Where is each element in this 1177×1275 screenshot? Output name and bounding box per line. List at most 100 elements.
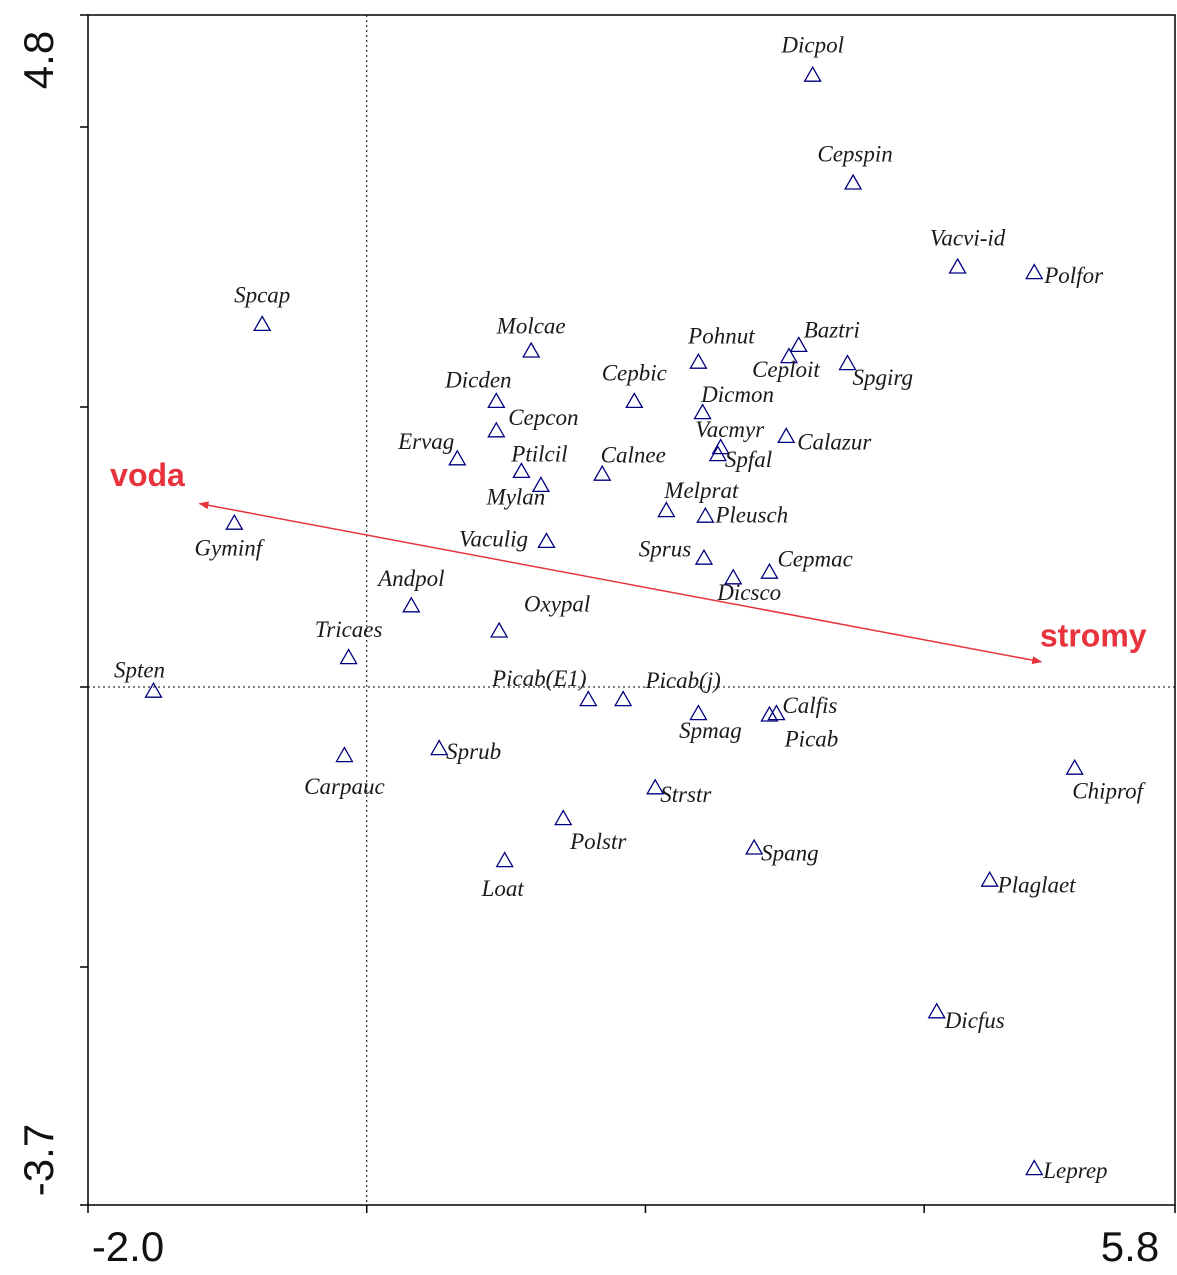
species-label: Vacmyr [695,417,765,442]
species-label: Spfal [725,447,772,472]
species-marker [711,438,730,455]
species-label: Calnee [601,442,666,467]
species-marker [1065,758,1084,775]
species-label: Molcae [496,313,566,338]
species-label: Calazur [797,430,872,455]
species-marker [531,476,551,493]
env-arrow [198,501,621,584]
env-arrow [620,581,1043,665]
species-marker [693,403,712,420]
species-label: Vacvi-id [930,225,1006,250]
species-label: Spmag [679,718,742,743]
species-marker [760,705,779,722]
species-label: Cepbic [602,361,667,386]
species-marker [593,464,612,481]
species-label: Strstr [660,782,712,807]
species-label: Picab(E1) [491,666,587,691]
species-label: Dicden [444,368,511,393]
species-label: Sprus [639,536,691,561]
species-marker [448,449,467,466]
species-label: Calfis [782,693,837,718]
species-label: Spten [114,657,165,682]
species-label: Spcap [234,283,290,308]
species-label: Baztri [804,318,860,343]
species-marker [927,1002,946,1019]
species-marker [696,506,715,523]
species-marker [512,462,531,479]
species-marker [980,870,999,887]
species-label: Leprep [1042,1158,1107,1183]
species-label: Ervag [397,429,454,454]
species-label: Gyminf [194,535,265,560]
species-marker [803,65,822,82]
species-label: Dicfus [944,1008,1005,1033]
plot-frame [87,14,1176,1206]
x-tick-label: -2.0 [92,1223,164,1270]
species-marker [402,596,421,613]
species-marker [625,392,644,409]
species-marker [487,421,506,438]
species-label: Dicmon [700,382,774,407]
x-tick-label: 5.8 [1101,1223,1159,1270]
species-marker [487,392,506,409]
species-marker [253,315,272,332]
species-marker [689,704,708,721]
species-marker [657,501,676,518]
species-marker [1025,263,1044,280]
species-label: Polstr [569,829,627,854]
species-marker [335,746,354,763]
species-label: Mylan [486,485,546,510]
species-marker [708,445,728,462]
env-label: voda [110,457,185,493]
env-label: stromy [1040,617,1147,653]
species-label: Sprub [446,739,501,764]
species-marker [537,532,556,549]
species-label: Oxypal [524,591,590,616]
species-label: Loat [481,876,525,901]
y-tick-label: 4.8 [15,31,62,89]
species-marker [760,562,779,579]
species-marker [430,739,449,756]
species-marker [579,690,598,707]
species-marker [689,352,708,369]
species-label: Pleusch [714,502,788,527]
species-marker [745,838,764,855]
species-marker [838,354,857,371]
species-label: Carpauc [304,774,385,799]
species-label: Pohnut [687,323,755,348]
species-marker [144,681,163,698]
species-marker [777,427,796,444]
species-marker [614,690,633,707]
species-marker [789,336,808,353]
species-label: Plaglaet [997,872,1077,897]
species-label: Spang [761,840,819,865]
species-marker [522,341,541,358]
species-label: Cepcon [508,405,578,430]
species-marker [225,513,244,530]
species-marker [1025,1159,1044,1176]
species-marker [948,257,967,274]
species-label: Cepmac [777,546,852,571]
species-label: Dicsco [716,580,781,605]
species-marker [489,621,509,638]
species-label: Chiprof [1072,778,1146,803]
species-label: Andpol [376,566,444,591]
species-marker [646,778,665,795]
species-marker [495,851,514,868]
species-marker [843,173,863,190]
species-label: Cepspin [817,141,892,166]
species-label: Ptilcil [510,442,567,467]
species-marker [554,809,573,826]
species-marker [724,568,743,585]
species-label: Melprat [663,478,739,503]
species-label: Picab [784,726,839,751]
species-marker [779,347,799,364]
species-label: Ceploit [752,357,820,382]
species-label: Tricaes [315,617,383,642]
species-marker [694,548,714,565]
species-marker [339,648,358,665]
y-tick-label: -3.7 [15,1124,62,1196]
species-label: Vaculig [459,527,528,552]
species-label: Picab(j) [644,668,720,693]
